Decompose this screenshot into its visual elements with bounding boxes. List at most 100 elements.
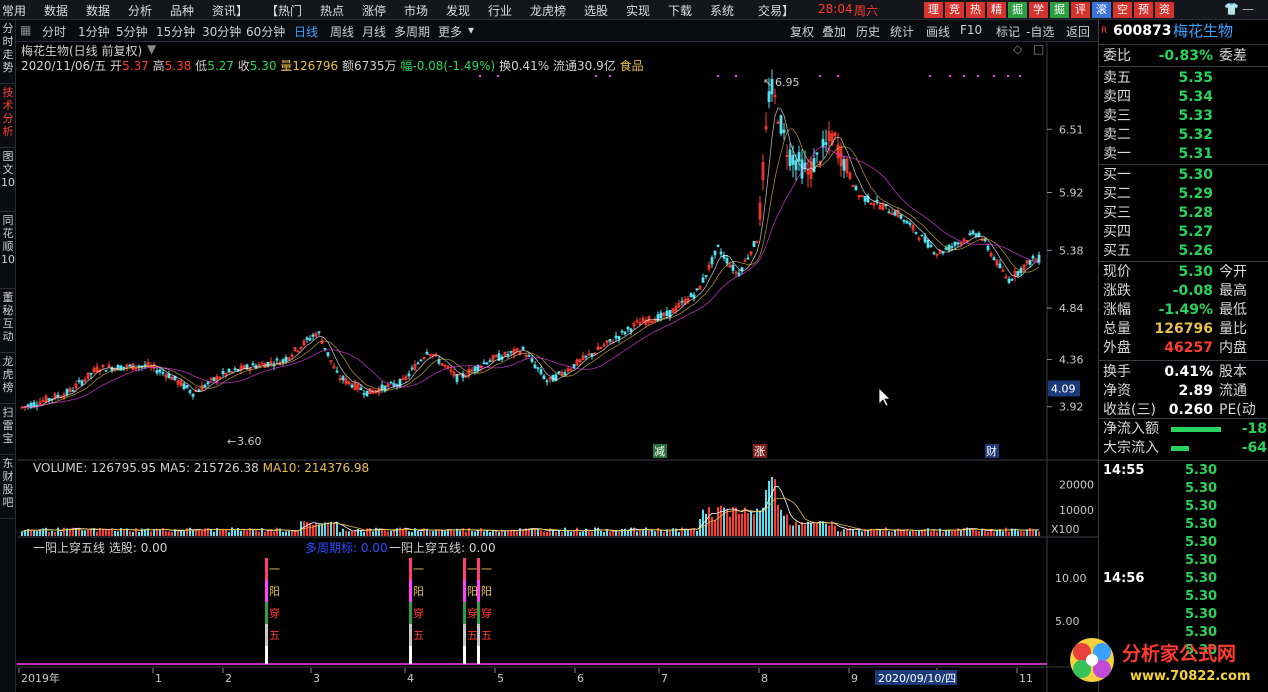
chevron-down-icon[interactable]: ▼ [147, 42, 157, 56]
candle-body [710, 257, 714, 265]
volume-bar [882, 531, 884, 536]
menu-item[interactable]: 热点 [320, 4, 345, 18]
menu-item[interactable]: 数据 [86, 4, 111, 18]
menu-item[interactable]: 交易】 [758, 4, 795, 18]
volume-bar [606, 529, 608, 536]
grid-icon[interactable]: ▦ [20, 23, 32, 37]
menu-item[interactable]: 资讯】 [212, 4, 249, 18]
volume-bar [165, 531, 167, 536]
candle-body [725, 258, 729, 264]
toolbar-action[interactable]: F10 [960, 23, 983, 37]
candle-body [962, 239, 966, 242]
ask-row[interactable]: 卖三 5.33 [1099, 107, 1268, 126]
quick-button[interactable]: 掘 [1008, 2, 1027, 18]
menu-item[interactable]: 市场 [404, 4, 429, 18]
event-badge-label: 减 [654, 445, 665, 458]
candle-body [863, 196, 867, 202]
period-tab[interactable]: 周线 [330, 25, 355, 39]
ask-row[interactable]: 卖一 5.31 [1099, 145, 1268, 164]
toolbar-action[interactable]: 历史 [856, 25, 881, 39]
menu-item[interactable]: 数据 [44, 4, 69, 18]
bid-label: 买三 [1103, 205, 1131, 221]
quick-button[interactable]: 掘 [1050, 2, 1069, 18]
ask-row[interactable]: 卖五 5.35 [1099, 69, 1268, 88]
event-badge[interactable] [753, 444, 767, 458]
side-tab[interactable]: 同花顺10 [0, 214, 16, 289]
bid-row[interactable]: 买二 5.29 [1099, 185, 1268, 204]
event-badge[interactable] [985, 444, 999, 458]
chevron-down-icon[interactable]: ▾ [468, 23, 475, 37]
period-tab[interactable]: 月线 [362, 25, 387, 39]
toolbar-action[interactable]: 标记 [996, 25, 1021, 39]
quick-button[interactable]: 理 [924, 2, 943, 18]
side-tab[interactable]: 扫雷宝 [0, 406, 16, 455]
side-tab[interactable]: 分时走势 [0, 22, 16, 84]
period-tab[interactable]: 多周期 [394, 25, 431, 39]
event-marker [717, 75, 719, 77]
volume-bar [714, 519, 716, 536]
period-tab[interactable]: 15分钟 [156, 25, 196, 39]
bid-row[interactable]: 买四 5.27 [1099, 223, 1268, 242]
window-icon[interactable]: □ [1033, 42, 1045, 56]
menu-item[interactable]: 行业 [488, 4, 513, 18]
quick-button[interactable]: 精 [987, 2, 1006, 18]
period-tab[interactable]: 1分钟 [78, 25, 110, 39]
shirt-icon[interactable]: 👕 [1224, 2, 1239, 16]
menu-item[interactable]: 常用 [2, 4, 27, 18]
menu-item[interactable]: 实现 [626, 4, 651, 18]
toolbar-action[interactable]: 画线 [926, 25, 951, 39]
menu-item[interactable]: 选股 [584, 4, 609, 18]
menu-item[interactable]: 下载 [668, 4, 693, 18]
toolbar-action[interactable]: 复权 [790, 25, 815, 39]
candle-body [1022, 264, 1026, 271]
minimize-icon[interactable]: — [1242, 2, 1254, 16]
menu-item[interactable]: 分析 [128, 4, 153, 18]
quick-button[interactable]: 资 [1155, 2, 1174, 18]
stat-label: 总量 [1103, 321, 1131, 337]
menu-item[interactable]: 【热门 [266, 4, 303, 18]
candle-body [599, 347, 603, 349]
period-tab[interactable]: 60分钟 [246, 25, 286, 39]
event-marker [1019, 75, 1021, 77]
side-tab[interactable]: 图文10 [0, 150, 16, 212]
quick-button[interactable]: 热 [966, 2, 985, 18]
side-tab[interactable]: 董秘互动 [0, 291, 16, 353]
quick-button[interactable]: 竞 [945, 2, 964, 18]
toolbar-action[interactable]: 返回 [1066, 25, 1091, 39]
menu-item[interactable]: 涨停 [362, 4, 387, 18]
ask-row[interactable]: 卖四 5.34 [1099, 88, 1268, 107]
event-badge[interactable] [653, 444, 667, 458]
bid-row[interactable]: 买三 5.28 [1099, 204, 1268, 223]
volume-bar [96, 531, 98, 536]
candle-body [986, 245, 990, 251]
period-tab[interactable]: 5分钟 [116, 25, 148, 39]
toolbar-action[interactable]: 叠加 [822, 25, 847, 39]
quick-button[interactable]: 学 [1029, 2, 1048, 18]
bid-row[interactable]: 买五 5.26 [1099, 242, 1268, 261]
period-tab[interactable]: 更多 [438, 25, 463, 39]
toolbar-action[interactable]: 统计 [890, 25, 915, 39]
event-badge-label: 财 [986, 444, 997, 458]
menu-item[interactable]: 品种 [170, 4, 195, 18]
menu-item[interactable]: 系统 [710, 4, 735, 18]
candle-body [332, 365, 336, 369]
period-tab[interactable]: 日线 [294, 25, 319, 39]
side-tab[interactable]: 技术分析 [0, 86, 16, 148]
stat2-value: 0.41% [1164, 364, 1213, 380]
quick-button[interactable]: 预 [1134, 2, 1153, 18]
period-tab[interactable]: 30分钟 [202, 25, 242, 39]
quick-button[interactable]: 滚 [1092, 2, 1111, 18]
quick-button[interactable]: 空 [1113, 2, 1132, 18]
bid-row[interactable]: 买一 5.30 [1099, 166, 1268, 185]
period-tab[interactable]: 分时 [42, 25, 67, 39]
menu-item[interactable]: 龙虎榜 [530, 4, 567, 18]
diamond-icon[interactable]: ◇ [1013, 42, 1023, 56]
industry-tag[interactable]: 食品 [619, 59, 644, 73]
toolbar-action[interactable]: -自选 [1026, 25, 1055, 39]
volume-bar [438, 529, 440, 536]
side-tab[interactable]: 龙虎榜 [0, 355, 16, 404]
quick-button[interactable]: 评 [1071, 2, 1090, 18]
side-tab[interactable]: 东财股吧 [0, 457, 16, 519]
menu-item[interactable]: 发现 [446, 4, 471, 18]
ask-row[interactable]: 卖二 5.32 [1099, 126, 1268, 145]
